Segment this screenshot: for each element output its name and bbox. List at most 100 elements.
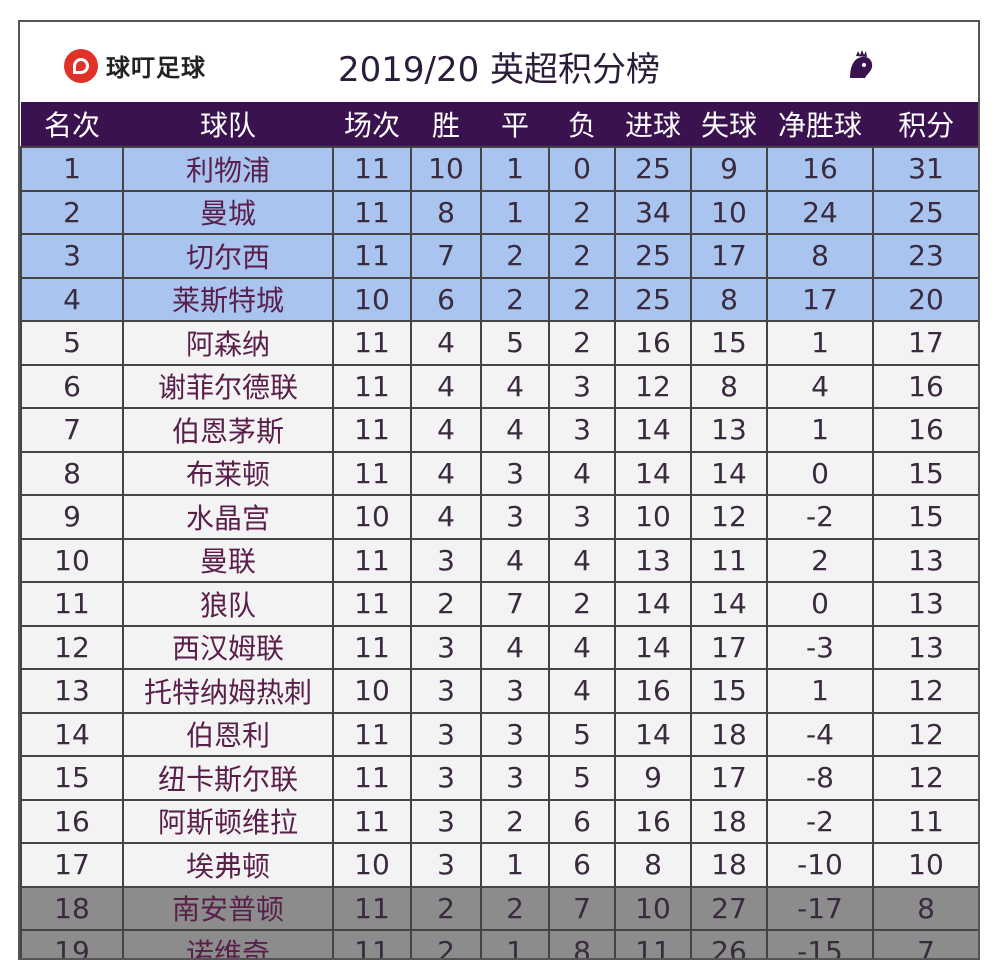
rank-cell: 2 (20, 189, 124, 235)
goals-for-cell: 25 (614, 233, 692, 279)
goals-against-cell: 17 (690, 624, 768, 670)
points-cell: 12 (872, 711, 978, 757)
page-title: 2019/20 英超积分榜 (337, 50, 661, 90)
goal-difference-cell: -2 (766, 798, 874, 844)
won-cell: 3 (410, 711, 482, 757)
goal-difference-cell: 1 (766, 407, 874, 453)
won-cell: 3 (410, 798, 482, 844)
played-cell: 10 (332, 842, 412, 888)
points-cell: 16 (872, 363, 978, 409)
rank-cell: 11 (20, 581, 124, 627)
column-header: 积分 (872, 102, 978, 147)
column-header: 负 (548, 102, 615, 147)
goals-against-cell: 14 (690, 581, 768, 627)
team-name-cell: 阿斯顿维拉 (122, 798, 334, 844)
played-cell: 11 (332, 146, 412, 192)
goals-for-cell: 14 (614, 711, 692, 757)
points-cell: 15 (872, 494, 978, 540)
rank-cell: 3 (20, 233, 124, 279)
goal-difference-cell: 4 (766, 363, 874, 409)
played-cell: 11 (332, 363, 412, 409)
rank-cell: 8 (20, 450, 124, 496)
drawn-cell: 3 (480, 755, 550, 801)
goal-difference-cell: -3 (766, 624, 874, 670)
goals-for-cell: 9 (614, 755, 692, 801)
standings-table: 名次 球队 场次 胜 平 负 进球 失球 净胜球 积分 1 利物浦 11 10 1 0 25… (20, 102, 978, 958)
drawn-cell: 3 (480, 668, 550, 714)
played-cell: 11 (332, 320, 412, 366)
rank-cell: 6 (20, 363, 124, 409)
table-row: 5 阿森纳 11 4 5 2 16 15 1 17 (20, 320, 978, 366)
goals-for-cell: 16 (614, 668, 692, 714)
played-cell: 10 (332, 668, 412, 714)
goals-for-cell: 10 (614, 494, 692, 540)
rank-cell: 4 (20, 276, 124, 322)
goals-against-cell: 18 (690, 798, 768, 844)
drawn-cell: 1 (480, 189, 550, 235)
team-name-cell: 曼城 (122, 189, 334, 235)
won-cell: 2 (410, 929, 482, 958)
points-cell: 8 (872, 885, 978, 931)
drawn-cell: 3 (480, 711, 550, 757)
lost-cell: 2 (548, 320, 616, 366)
team-name-cell: 水晶宫 (122, 494, 334, 540)
lost-cell: 4 (548, 668, 616, 714)
table-row: 2 曼城 11 8 1 2 34 10 24 25 (20, 189, 978, 235)
goals-against-cell: 15 (690, 320, 768, 366)
lost-cell: 8 (548, 929, 616, 958)
rank-cell: 19 (20, 929, 124, 958)
points-cell: 13 (872, 624, 978, 670)
played-cell: 11 (332, 755, 412, 801)
drawn-cell: 4 (480, 363, 550, 409)
goal-difference-cell: 2 (766, 537, 874, 583)
rank-cell: 17 (20, 842, 124, 888)
team-name-cell: 伯恩茅斯 (122, 407, 334, 453)
team-name-cell: 伯恩利 (122, 711, 334, 757)
goals-for-cell: 14 (614, 581, 692, 627)
lost-cell: 4 (548, 450, 616, 496)
goals-for-cell: 16 (614, 320, 692, 366)
brand: 球叮足球 (64, 48, 206, 83)
lost-cell: 2 (548, 276, 616, 322)
column-header: 胜 (410, 102, 481, 147)
standings-card: 球叮足球 2019/20 英超积分榜 名次 球队 场次 胜 平 负 进球 失球 … (18, 20, 980, 960)
goals-against-cell: 27 (690, 885, 768, 931)
won-cell: 3 (410, 537, 482, 583)
goals-for-cell: 11 (614, 929, 692, 958)
lost-cell: 2 (548, 189, 616, 235)
played-cell: 11 (332, 189, 412, 235)
lost-cell: 5 (548, 711, 616, 757)
rank-cell: 5 (20, 320, 124, 366)
table-header-row: 名次 球队 场次 胜 平 负 进球 失球 净胜球 积分 (20, 102, 978, 147)
goal-difference-cell: 0 (766, 581, 874, 627)
goal-difference-cell: 24 (766, 189, 874, 235)
goals-for-cell: 13 (614, 537, 692, 583)
card-header: 球叮足球 2019/20 英超积分榜 (20, 22, 978, 102)
goals-against-cell: 11 (690, 537, 768, 583)
rank-cell: 13 (20, 668, 124, 714)
column-header: 进球 (614, 102, 691, 147)
team-name-cell: 利物浦 (122, 146, 334, 192)
lost-cell: 0 (548, 146, 616, 192)
lost-cell: 3 (548, 363, 616, 409)
rank-cell: 14 (20, 711, 124, 757)
table-row: 4 莱斯特城 10 6 2 2 25 8 17 20 (20, 276, 978, 322)
won-cell: 4 (410, 363, 482, 409)
table-row: 18 南安普顿 11 2 2 7 10 27 -17 8 (20, 885, 978, 931)
goal-difference-cell: -2 (766, 494, 874, 540)
points-cell: 16 (872, 407, 978, 453)
table-row: 6 谢菲尔德联 11 4 4 3 12 8 4 16 (20, 363, 978, 409)
table-row: 3 切尔西 11 7 2 2 25 17 8 23 (20, 233, 978, 279)
lost-cell: 2 (548, 233, 616, 279)
won-cell: 3 (410, 842, 482, 888)
table-row: 16 阿斯顿维拉 11 3 2 6 16 18 -2 11 (20, 798, 978, 844)
brand-logo-icon (64, 48, 98, 83)
goals-against-cell: 14 (690, 450, 768, 496)
played-cell: 11 (332, 537, 412, 583)
played-cell: 11 (332, 450, 412, 496)
played-cell: 11 (332, 885, 412, 931)
drawn-cell: 4 (480, 537, 550, 583)
team-name-cell: 切尔西 (122, 233, 334, 279)
team-name-cell: 布莱顿 (122, 450, 334, 496)
column-header: 净胜球 (766, 102, 873, 147)
